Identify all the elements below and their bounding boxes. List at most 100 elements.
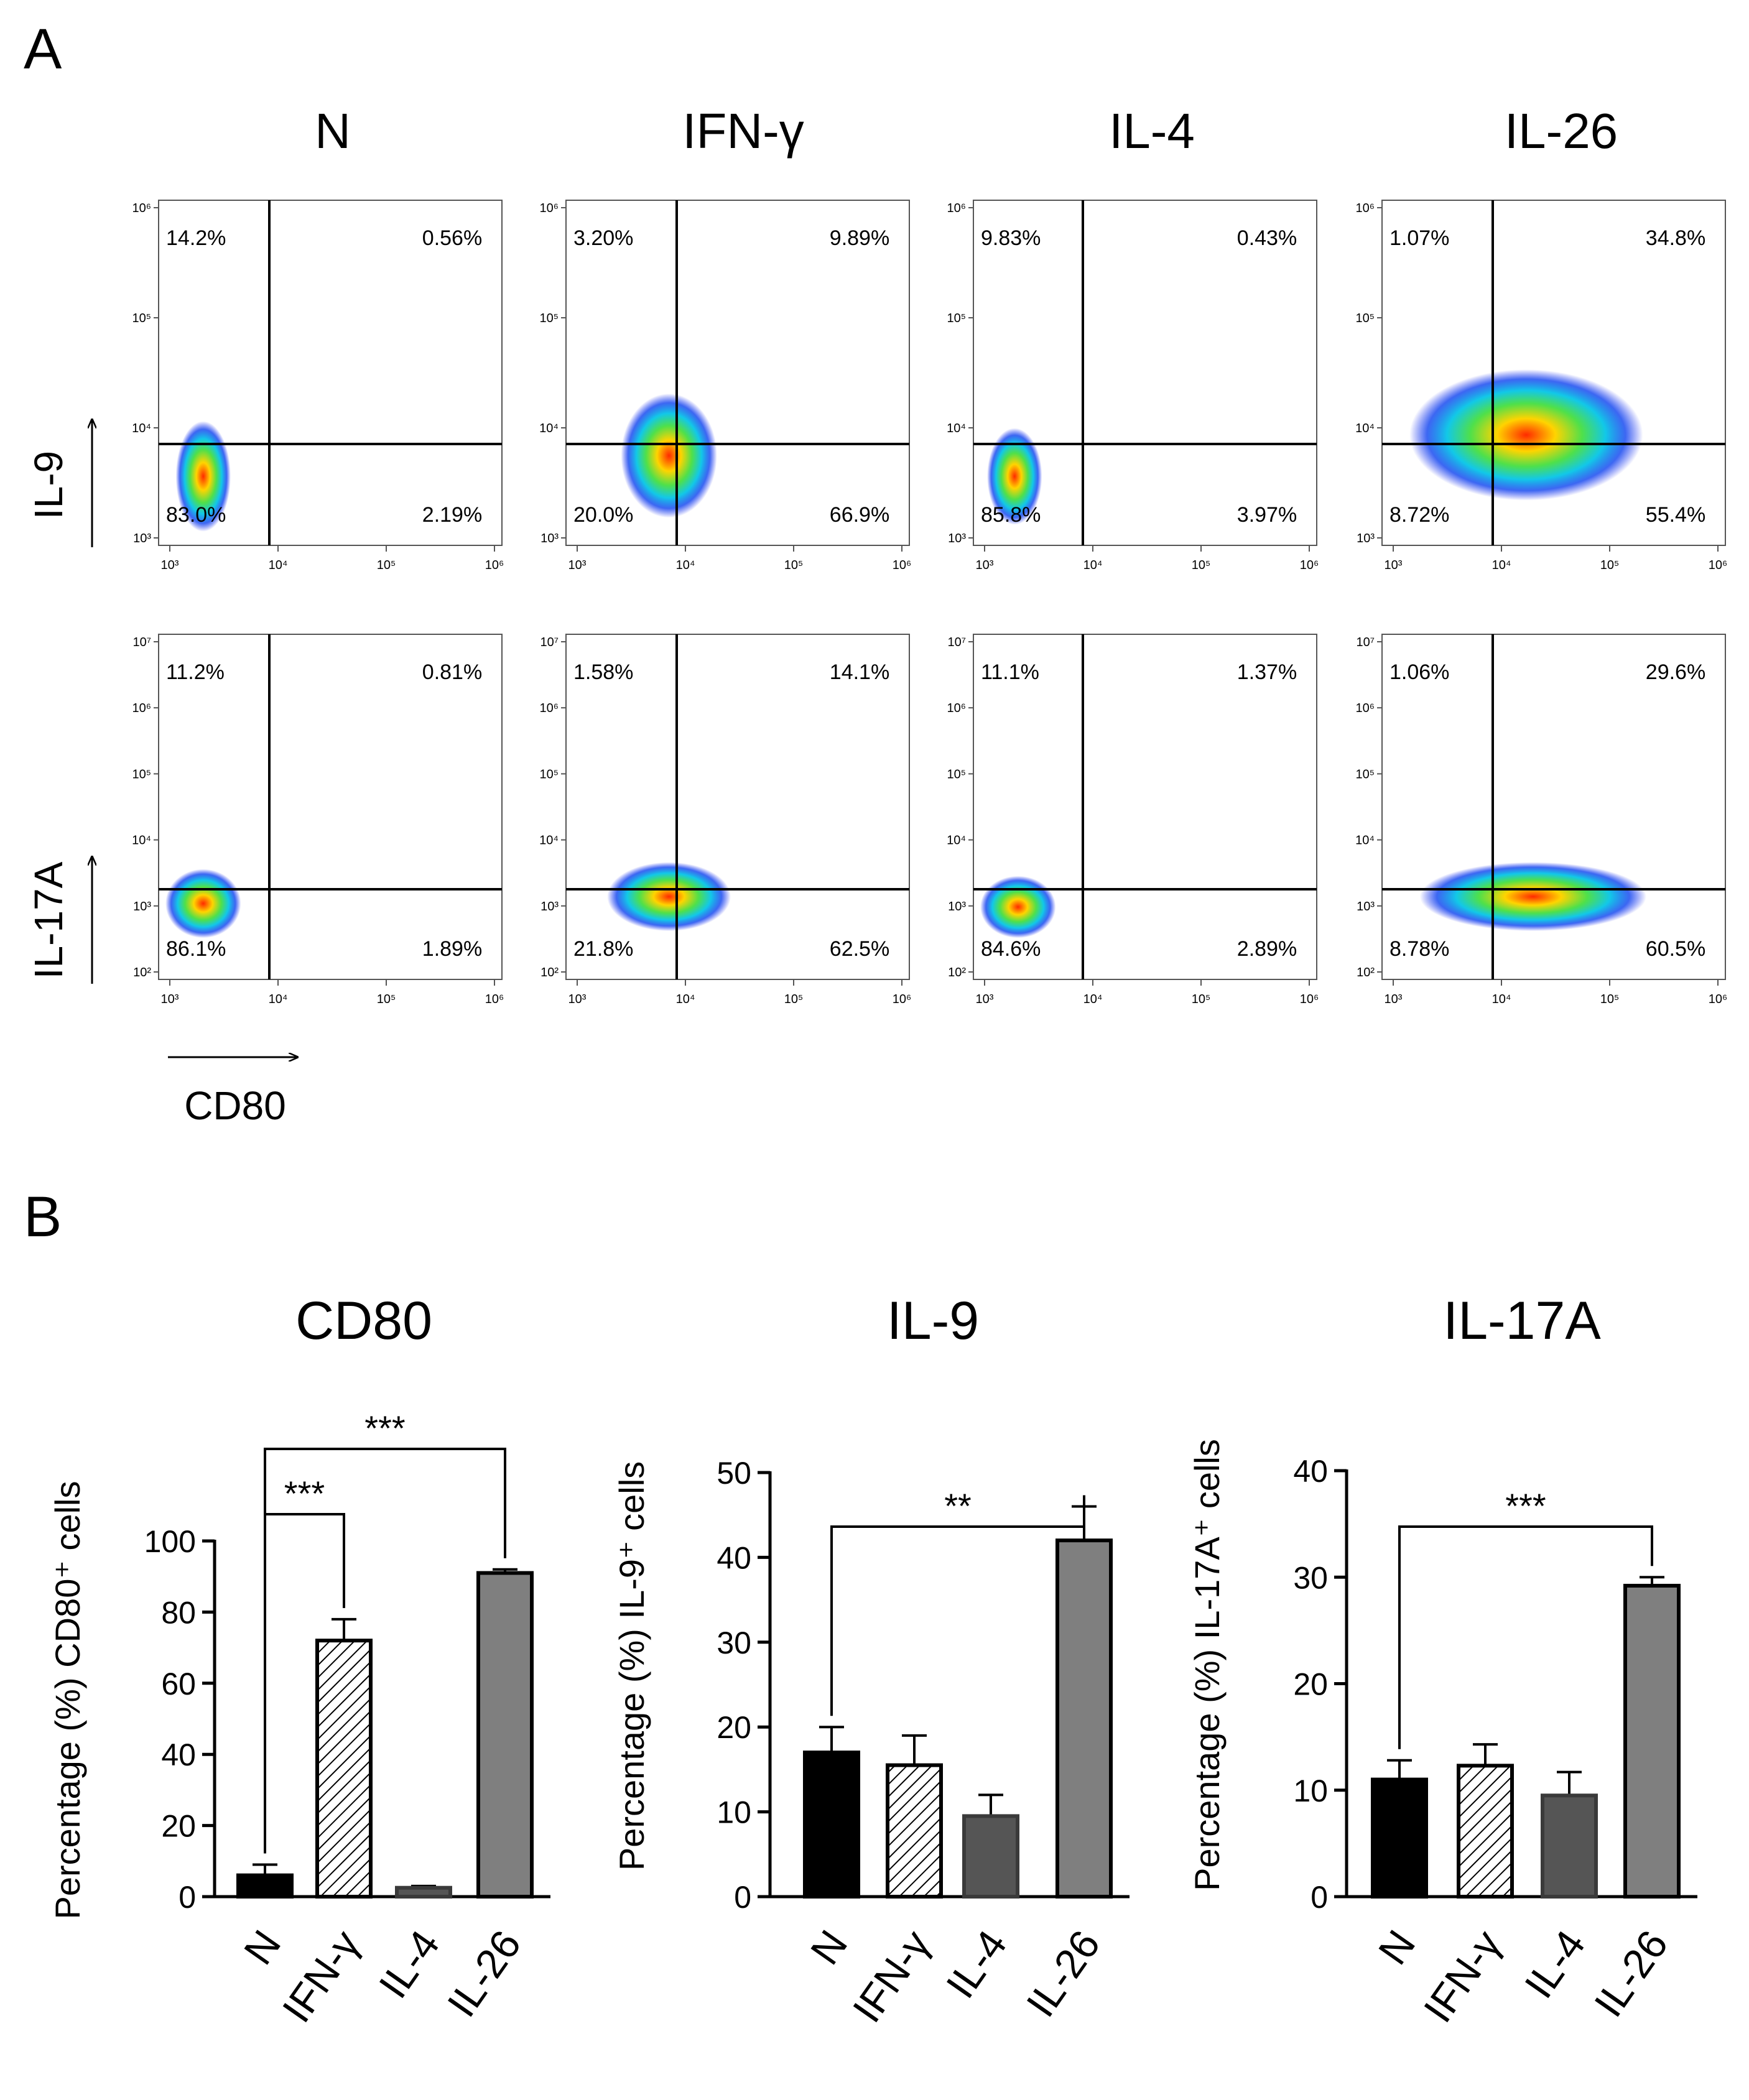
flow-x-tick-label: 10⁴	[269, 558, 288, 572]
chart-y-tick-label: 10	[717, 1795, 751, 1830]
flow-quadrant-ur: 34.8%	[1646, 226, 1705, 250]
flow-plot-1-n: 14.2% 0.56% 83.0% 2.19% 10³ 10⁴ 10⁵ 10⁶ 10³ 10⁴ 10…	[132, 200, 504, 572]
chart-category-label: IL-26	[1018, 1922, 1109, 2025]
flow-x-tick-label: 10⁶	[1300, 558, 1319, 572]
chart-ylabel: Percentage (%) CD80⁺ cells	[48, 1481, 87, 1920]
flow-quadrant-ul: 11.1%	[981, 660, 1039, 684]
flow-density-cloud	[1409, 369, 1643, 501]
chart-ylabel: Percentage (%) IL-9⁺ cells	[612, 1461, 651, 1871]
flow-x-tick-label: 10⁴	[1083, 558, 1103, 572]
flow-quadrant-ur: 0.56%	[422, 226, 482, 250]
chart-y-tick-label: 30	[717, 1626, 751, 1660]
flow-quadrant-lr: 55.4%	[1646, 503, 1705, 527]
flow-quadrant-lr: 1.89%	[422, 937, 482, 961]
flow-quadrant-lr: 2.89%	[1237, 937, 1297, 961]
flow-y-tick-label: 10⁵	[1355, 767, 1375, 781]
chart-bar-il4	[1541, 1793, 1598, 1899]
flow-y-tick-label: 10⁴	[539, 422, 559, 435]
chart-y-tick-label: 0	[1311, 1880, 1328, 1915]
flow-quadrant-ll: 85.8%	[981, 503, 1041, 527]
flow-x-tick-label: 10³	[568, 992, 587, 1006]
chart-significance-label: ***	[1505, 1486, 1546, 1525]
flow-x-tick-label: 10⁵	[1192, 558, 1211, 572]
flow-y-tick-label: 10³	[133, 532, 151, 545]
flow-quadrant-ll: 21.8%	[573, 937, 633, 961]
chart-y-tick-label: 20	[717, 1710, 751, 1745]
flow-quadrant-ul: 14.2%	[166, 226, 226, 250]
flow-quadrant-ll: 84.6%	[981, 937, 1041, 961]
flow-density-cloud	[175, 421, 231, 532]
flow-x-tick-label: 10³	[161, 992, 179, 1006]
flow-density-cloud	[987, 428, 1042, 525]
flow-y-tick-label: 10⁷	[133, 636, 151, 649]
chart-category-label: N	[1370, 1922, 1424, 1973]
panel-label-a: A	[24, 17, 62, 81]
flow-col-title-il26: IL-26	[1505, 103, 1618, 159]
chart-bar-ifng	[886, 1763, 943, 1899]
flow-x-tick-label: 10⁶	[1709, 992, 1727, 1006]
flow-x-tick-label: 10⁵	[784, 558, 804, 572]
flow-y-tick-label: 10⁵	[947, 767, 966, 781]
chart-bar-il4	[395, 1885, 452, 1899]
chart-bar-n	[1371, 1777, 1428, 1899]
flow-y-tick-label: 10⁴	[1355, 422, 1375, 435]
flow-y-tick-label: 10³	[540, 532, 559, 545]
chart-y-tick-label: 40	[161, 1737, 196, 1772]
flow-x-tick-label: 10⁶	[485, 558, 504, 572]
flow-x-tick-label: 10⁵	[1600, 992, 1620, 1006]
flow-quadrant-ul: 1.58%	[573, 660, 633, 684]
chart-y-tick-label: 0	[734, 1880, 751, 1915]
flow-y-tick-label: 10²	[540, 966, 559, 979]
flow-y-tick-label: 10⁶	[540, 701, 559, 715]
panel-label-b: B	[24, 1185, 62, 1249]
chart-category-label: IL-26	[1585, 1922, 1677, 2025]
chart-significance-label: **	[944, 1486, 972, 1525]
flow-x-tick-label: 10⁴	[1083, 992, 1103, 1006]
flow-quadrant-ul: 1.06%	[1389, 660, 1449, 684]
flow-plot-frame	[565, 634, 910, 980]
flow-quadrant-ll: 8.78%	[1389, 937, 1449, 961]
flow-quadrant-lr: 60.5%	[1646, 937, 1705, 961]
flow-plot-frame	[973, 200, 1317, 546]
flow-col-title-n: N	[315, 103, 351, 159]
flow-x-tick-label: 10³	[976, 992, 994, 1006]
flow-y-tick-label: 10²	[1357, 966, 1375, 979]
flow-col-title-il4: IL-4	[1109, 103, 1195, 159]
chart-y-tick-label: 10	[1293, 1774, 1328, 1808]
flow-x-tick-label: 10⁴	[1492, 992, 1511, 1006]
chart-y-tick-label: 20	[1293, 1667, 1328, 1702]
flow-plot-frame	[158, 200, 503, 546]
flow-quadrant-ur: 0.81%	[422, 660, 482, 684]
flow-plot-2-ifng: 1.58% 14.1% 21.8% 62.5% 10³ 10⁴ 10⁵ 10⁶ 10² 10³ 10…	[539, 634, 911, 1006]
flow-y-tick-label: 10²	[133, 966, 151, 979]
flow-y-tick-label: 10²	[948, 966, 966, 979]
chart-category-label: N	[235, 1922, 290, 1973]
chart-bar-il26	[1055, 1538, 1113, 1899]
flow-y-tick-label: 10³	[1357, 900, 1375, 914]
flow-x-tick-label: 10⁵	[1600, 558, 1620, 572]
flow-plot-2-il26: 1.06% 29.6% 8.78% 60.5% 10³ 10⁴ 10⁵ 10⁶ 10² 10³ 10…	[1355, 634, 1727, 1006]
flow-ylabel-il9: IL-9	[26, 451, 71, 519]
chart-title: IL-17A	[1443, 1291, 1601, 1351]
flow-y-tick-label: 10⁶	[540, 201, 559, 215]
bar-chart-cd80: CD80 Percentage (%) CD80⁺ cells 0 20 40 60 80 1…	[48, 1291, 550, 2030]
flow-y-tick-label: 10⁶	[132, 701, 151, 715]
flow-y-tick-label: 10⁵	[539, 767, 559, 781]
flow-y-tick-label: 10⁶	[1356, 201, 1375, 215]
chart-bar-ifng	[315, 1639, 373, 1899]
bar-charts: CD80 Percentage (%) CD80⁺ cells 0 20 40 60 80 1…	[48, 1291, 1697, 2030]
flow-plot-frame	[1381, 634, 1726, 980]
flow-y-tick-label: 10⁷	[540, 636, 559, 649]
chart-y-tick-label: 30	[1293, 1560, 1328, 1595]
flow-quadrant-ul: 3.20%	[573, 226, 633, 250]
flow-quadrant-lr: 62.5%	[830, 937, 889, 961]
flow-quadrant-ul: 1.07%	[1389, 226, 1449, 250]
flow-y-tick-label: 10⁶	[947, 201, 966, 215]
chart-category-label: IL-4	[937, 1922, 1016, 2007]
flow-y-tick-label: 10⁴	[947, 834, 966, 848]
flow-plot-2-n: 11.2% 0.81% 86.1% 1.89% 10³ 10⁴ 10⁵ 10⁶ 10² 10³ 10…	[132, 634, 504, 1006]
flow-density-cloud	[607, 862, 731, 932]
chart-significance-bracket	[830, 1495, 1085, 1716]
flow-quadrant-lr: 66.9%	[830, 503, 889, 527]
